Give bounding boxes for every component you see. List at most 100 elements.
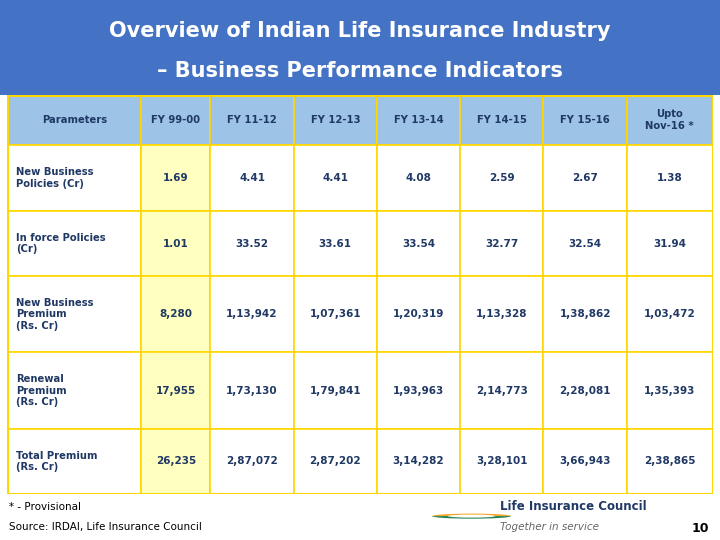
Text: In force Policies
(Cr): In force Policies (Cr) [16, 233, 105, 254]
Text: 1,93,963: 1,93,963 [393, 386, 444, 395]
Text: 1.69: 1.69 [163, 173, 189, 183]
Text: Renewal
Premium
(Rs. Cr): Renewal Premium (Rs. Cr) [16, 374, 66, 407]
Bar [460, 211, 544, 276]
Bar [460, 353, 544, 429]
Text: 1.38: 1.38 [657, 173, 683, 183]
Text: FY 13-14: FY 13-14 [394, 115, 444, 125]
Text: 1,20,319: 1,20,319 [393, 309, 444, 320]
Bar [626, 145, 713, 211]
Text: 2,87,202: 2,87,202 [310, 456, 361, 467]
Bar [7, 211, 141, 276]
Bar [210, 276, 294, 353]
Text: FY 12-13: FY 12-13 [310, 115, 360, 125]
Text: Overview of Indian Life Insurance Industry: Overview of Indian Life Insurance Indust… [109, 21, 611, 41]
Text: Source: IRDAI, Life Insurance Council: Source: IRDAI, Life Insurance Council [9, 522, 202, 532]
Text: 1.01: 1.01 [163, 239, 189, 248]
Text: 4.41: 4.41 [239, 173, 265, 183]
Bar [294, 94, 377, 145]
Text: 2,28,081: 2,28,081 [559, 386, 611, 395]
Bar [294, 145, 377, 211]
Bar [7, 276, 141, 353]
Bar [626, 429, 713, 494]
Bar [294, 353, 377, 429]
Text: Total Premium
(Rs. Cr): Total Premium (Rs. Cr) [16, 450, 97, 472]
Bar [210, 211, 294, 276]
Bar [460, 429, 544, 494]
Text: FY 14-15: FY 14-15 [477, 115, 527, 125]
Text: 2.59: 2.59 [489, 173, 515, 183]
Text: 33.61: 33.61 [319, 239, 352, 248]
Text: 2,87,072: 2,87,072 [226, 456, 278, 467]
Bar [544, 429, 626, 494]
Bar [626, 353, 713, 429]
Bar [626, 276, 713, 353]
Bar [626, 211, 713, 276]
Bar [141, 276, 210, 353]
Text: 33.52: 33.52 [235, 239, 269, 248]
Bar [7, 353, 141, 429]
Bar [460, 94, 544, 145]
Text: 3,66,943: 3,66,943 [559, 456, 611, 467]
Bar [544, 94, 626, 145]
Bar [544, 276, 626, 353]
Bar [141, 353, 210, 429]
Text: 32.77: 32.77 [485, 239, 518, 248]
Text: FY 11-12: FY 11-12 [228, 115, 277, 125]
Text: 8,280: 8,280 [159, 309, 192, 320]
Bar [210, 353, 294, 429]
Text: 1,38,862: 1,38,862 [559, 309, 611, 320]
Bar [7, 145, 141, 211]
Text: * - Provisional: * - Provisional [9, 502, 81, 512]
Text: New Business
Premium
(Rs. Cr): New Business Premium (Rs. Cr) [16, 298, 93, 331]
Text: 1,07,361: 1,07,361 [310, 309, 361, 320]
Bar [377, 211, 460, 276]
Bar [7, 429, 141, 494]
Bar [141, 145, 210, 211]
Text: 2.67: 2.67 [572, 173, 598, 183]
Text: FY 99-00: FY 99-00 [151, 115, 200, 125]
Bar [377, 94, 460, 145]
Text: 4.41: 4.41 [323, 173, 348, 183]
Bar [377, 276, 460, 353]
Text: New Business
Policies (Cr): New Business Policies (Cr) [16, 167, 93, 189]
Text: 2,38,865: 2,38,865 [644, 456, 696, 467]
Text: 1,03,472: 1,03,472 [644, 309, 696, 320]
Bar [544, 353, 626, 429]
Text: – Business Performance Indicators: – Business Performance Indicators [157, 61, 563, 81]
Text: 33.54: 33.54 [402, 239, 435, 248]
Text: Parameters: Parameters [42, 115, 107, 125]
Text: 17,955: 17,955 [156, 386, 196, 395]
Text: 4.08: 4.08 [405, 173, 431, 183]
Bar [460, 145, 544, 211]
Bar [141, 429, 210, 494]
Bar [377, 145, 460, 211]
Text: 26,235: 26,235 [156, 456, 196, 467]
Text: Together in service: Together in service [500, 522, 599, 532]
Text: Upto
Nov-16 *: Upto Nov-16 * [645, 109, 694, 131]
Text: 1,13,328: 1,13,328 [476, 309, 528, 320]
Text: 3,28,101: 3,28,101 [476, 456, 528, 467]
Text: 31.94: 31.94 [653, 239, 686, 248]
Bar [294, 429, 377, 494]
Text: 1,35,393: 1,35,393 [644, 386, 696, 395]
Bar [210, 145, 294, 211]
Bar [544, 145, 626, 211]
Bar [210, 429, 294, 494]
Text: 1,79,841: 1,79,841 [310, 386, 361, 395]
Bar [141, 94, 210, 145]
Text: FY 15-16: FY 15-16 [560, 115, 610, 125]
Bar [141, 211, 210, 276]
Bar [544, 211, 626, 276]
Wedge shape [432, 514, 511, 516]
Text: 1,73,130: 1,73,130 [226, 386, 278, 395]
Text: Life Insurance Council: Life Insurance Council [500, 501, 647, 514]
Text: 2,14,773: 2,14,773 [476, 386, 528, 395]
Bar [294, 211, 377, 276]
Text: 10: 10 [692, 522, 709, 535]
Bar [377, 429, 460, 494]
Bar [210, 94, 294, 145]
Text: 1,13,942: 1,13,942 [226, 309, 278, 320]
Bar [377, 353, 460, 429]
Text: 32.54: 32.54 [569, 239, 602, 248]
Text: 3,14,282: 3,14,282 [392, 456, 444, 467]
